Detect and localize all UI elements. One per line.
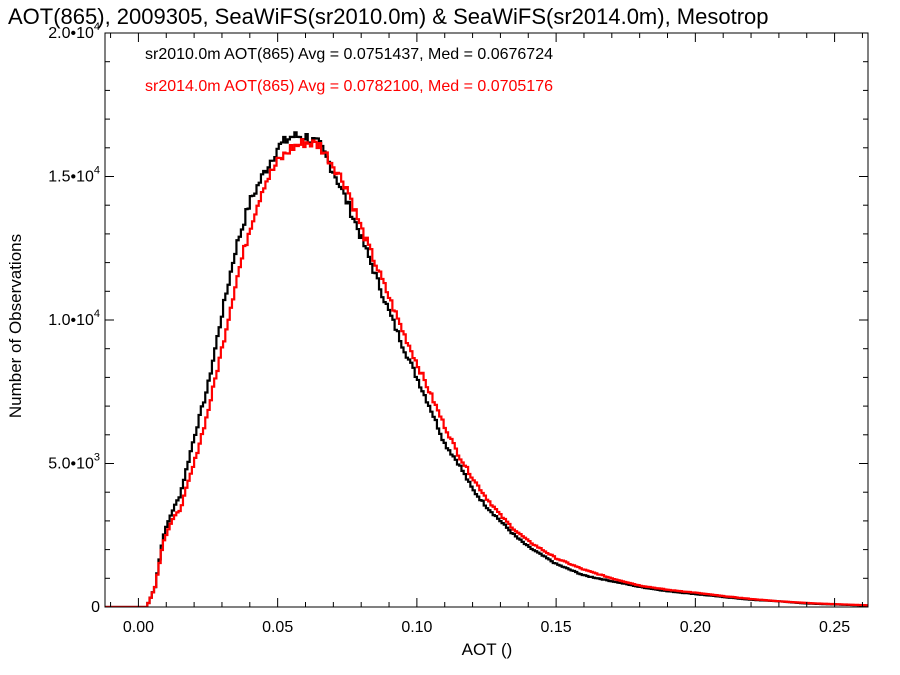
plot-marks bbox=[105, 131, 868, 607]
x-axis: 0.00 0.05 0.10 0.15 0.20 0.25 bbox=[110, 33, 863, 636]
chart-title: AOT(865), 2009305, SeaWiFS(sr2010.0m) & … bbox=[8, 4, 769, 29]
y-tick-label: 5.0•103 bbox=[48, 452, 100, 473]
y-axis-label: Number of Observations bbox=[6, 234, 25, 418]
x-tick-label: 0.20 bbox=[680, 619, 711, 636]
y-tick-label: 0 bbox=[91, 599, 100, 616]
x-tick-label: 0.10 bbox=[401, 619, 432, 636]
series-annotation-sr2010: sr2010.0m AOT(865) Avg = 0.0751437, Med … bbox=[145, 46, 553, 63]
x-axis-label: AOT () bbox=[462, 640, 513, 659]
y-axis: 0 5.0•103 1.0•104 1.5•104 2.0•104 bbox=[48, 21, 868, 616]
x-tick-label: 0.00 bbox=[123, 619, 154, 636]
y-tick-label: 2.0•104 bbox=[48, 21, 100, 42]
y-tick-label: 1.0•104 bbox=[48, 308, 100, 329]
series-annotation-sr2014: sr2014.0m AOT(865) Avg = 0.0782100, Med … bbox=[145, 78, 553, 95]
series-line-sr2014.0m bbox=[105, 138, 868, 607]
x-tick-label: 0.15 bbox=[541, 619, 572, 636]
x-tick-label: 0.05 bbox=[262, 619, 293, 636]
x-tick-label: 0.25 bbox=[819, 619, 850, 636]
y-tick-label: 1.5•104 bbox=[48, 165, 100, 186]
